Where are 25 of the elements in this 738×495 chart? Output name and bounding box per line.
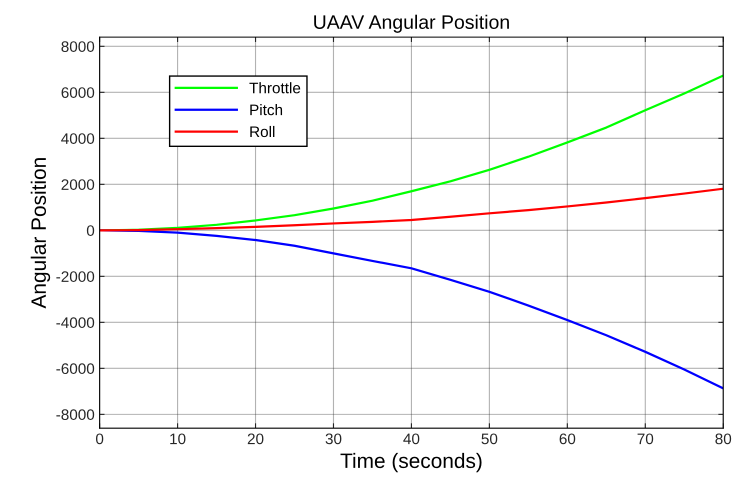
y-tick-label: 8000 <box>61 41 94 52</box>
y-tick-label: -4000 <box>56 317 94 328</box>
legend-label: Pitch <box>250 104 282 116</box>
x-tick-label: 80 <box>715 433 732 444</box>
x-tick-label: 60 <box>560 433 576 444</box>
x-tick-label: 70 <box>638 433 654 444</box>
x-tick-label: 20 <box>248 433 264 444</box>
x-axis-title: Time (seconds) <box>340 452 482 472</box>
legend-label: Throttle <box>249 82 300 94</box>
x-tick-label: 0 <box>96 433 104 444</box>
y-tick-label: -2000 <box>56 271 94 282</box>
x-tick-label: 40 <box>403 433 420 444</box>
y-axis-title: Angular Position <box>30 158 50 308</box>
y-tick-label: 2000 <box>62 179 94 190</box>
chart-title: UAAV Angular Position <box>314 14 509 33</box>
x-tick-label: 30 <box>326 433 342 444</box>
y-tick-label: 6000 <box>62 87 94 98</box>
y-tick-label: 0 <box>86 225 94 236</box>
y-tick-label: -8000 <box>56 409 94 420</box>
y-tick-label: 4000 <box>61 133 94 144</box>
x-tick-label: 50 <box>482 433 498 444</box>
x-tick-label: 10 <box>170 433 186 444</box>
y-tick-label: -6000 <box>56 363 94 374</box>
line-series <box>100 188 724 232</box>
legend-label: Roll <box>250 126 274 138</box>
